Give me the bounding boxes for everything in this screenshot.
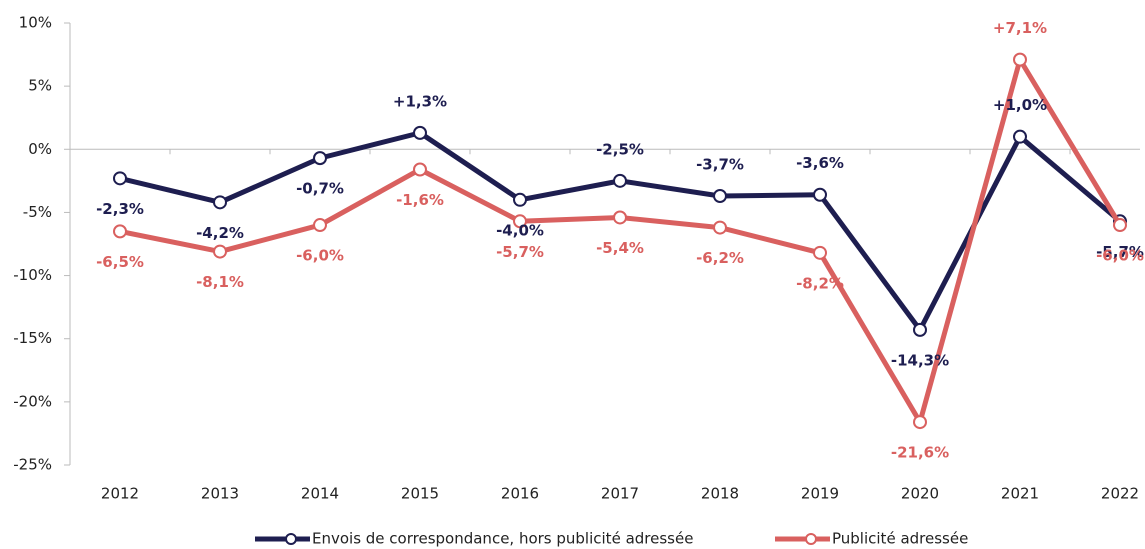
point xyxy=(913,322,927,337)
point xyxy=(513,192,527,207)
value-label: +1,3% xyxy=(393,92,447,110)
value-label: -0,7% xyxy=(296,180,344,198)
point xyxy=(1013,129,1027,144)
value-label: -14,3% xyxy=(891,351,949,369)
value-label: -2,5% xyxy=(596,140,644,158)
point xyxy=(213,244,227,259)
legend-marker xyxy=(285,533,297,545)
value-label: -6,5% xyxy=(96,253,144,271)
x-tick-label: 2016 xyxy=(501,485,539,503)
y-tick-label: -10% xyxy=(13,266,52,284)
x-tick-label: 2018 xyxy=(701,485,739,503)
x-tick-label: 2013 xyxy=(201,485,239,503)
value-label: -5,7% xyxy=(496,243,544,261)
value-label: -2,3% xyxy=(96,200,144,218)
value-label: -4,2% xyxy=(196,224,244,242)
point xyxy=(413,125,427,140)
x-tick-label: 2017 xyxy=(601,485,639,503)
value-label: -8,1% xyxy=(196,273,244,291)
y-tick-label: -25% xyxy=(13,456,52,474)
x-tick-label: 2021 xyxy=(1001,485,1039,503)
point xyxy=(813,245,827,260)
y-tick-label: -20% xyxy=(13,392,52,410)
point xyxy=(513,214,527,229)
value-label: +7,1% xyxy=(993,19,1047,37)
point xyxy=(713,220,727,235)
point xyxy=(913,415,927,430)
value-label: -6,0% xyxy=(296,247,344,265)
point xyxy=(613,173,627,188)
x-tick-label: 2020 xyxy=(901,485,939,503)
value-label: +1,0% xyxy=(993,96,1047,114)
legend-marker xyxy=(805,533,817,545)
value-label: -5,4% xyxy=(596,239,644,257)
y-tick-label: -15% xyxy=(13,329,52,347)
y-tick-label: 10% xyxy=(19,14,52,32)
y-tick-label: 0% xyxy=(28,140,52,158)
value-label: -6,2% xyxy=(696,249,744,267)
value-label: -8,2% xyxy=(796,274,844,292)
value-label: -1,6% xyxy=(396,191,444,209)
point xyxy=(113,224,127,239)
value-label: -21,6% xyxy=(891,444,949,462)
value-label: -3,7% xyxy=(696,156,744,174)
point xyxy=(213,195,227,210)
legend-label: Publicité adressée xyxy=(832,530,968,548)
point xyxy=(613,210,627,225)
value-label: -4,0% xyxy=(496,221,544,239)
x-tick-label: 2014 xyxy=(301,485,339,503)
point xyxy=(813,187,827,202)
x-tick-label: 2019 xyxy=(801,485,839,503)
y-tick-label: 5% xyxy=(28,77,52,95)
value-label: -6,0% xyxy=(1096,247,1144,265)
point xyxy=(1013,52,1027,67)
y-tick-label: -5% xyxy=(23,203,52,221)
series-line xyxy=(119,130,1122,333)
value-label: -5,7% xyxy=(1096,243,1144,261)
point xyxy=(713,189,727,204)
x-tick-label: 2022 xyxy=(1101,485,1139,503)
x-tick-label: 2015 xyxy=(401,485,439,503)
point xyxy=(113,171,127,186)
point xyxy=(413,162,427,177)
value-label: -3,6% xyxy=(796,154,844,172)
x-tick-label: 2012 xyxy=(101,485,139,503)
point xyxy=(1113,218,1127,233)
point xyxy=(313,151,327,166)
legend-label: Envois de correspondance, hors publicité… xyxy=(312,530,693,548)
point xyxy=(313,218,327,233)
